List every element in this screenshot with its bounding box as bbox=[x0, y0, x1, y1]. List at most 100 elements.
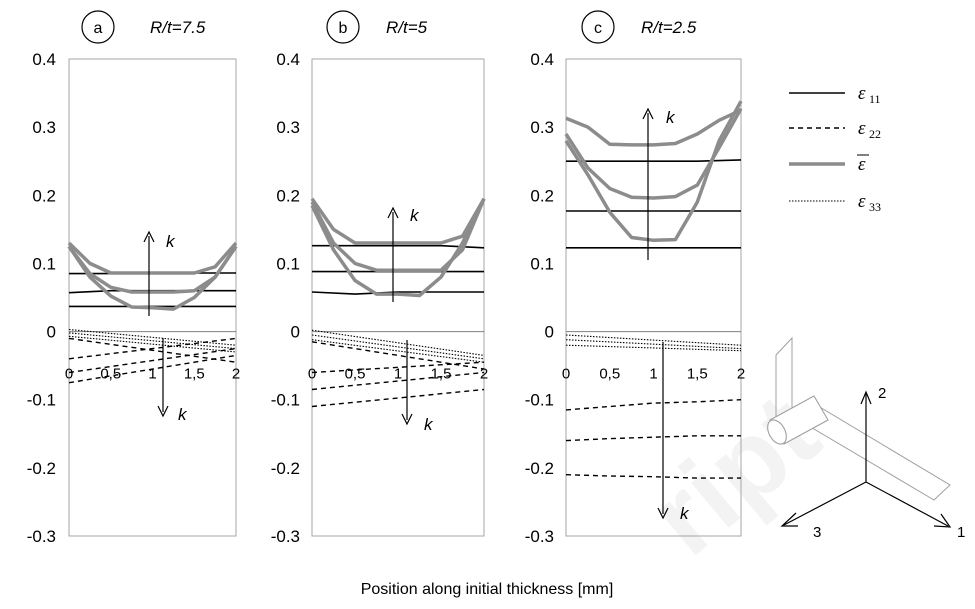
x-axis-label: Position along initial thickness [mm] bbox=[361, 581, 614, 598]
series-line-eps-bar bbox=[310, 197, 486, 245]
series-line-eps33 bbox=[68, 332, 237, 350]
x-tick-label: 0 bbox=[65, 366, 73, 383]
series-line-eps-bar bbox=[565, 108, 742, 147]
y-tick-label: -0.3 bbox=[271, 527, 300, 546]
panel-letter: b bbox=[339, 20, 348, 37]
axis-3-label: 3 bbox=[813, 524, 821, 541]
k-arrow-up-head bbox=[642, 107, 654, 120]
legend-label: ε bbox=[858, 154, 866, 175]
y-tick-label: 0.3 bbox=[530, 118, 554, 137]
legend-subscript: 22 bbox=[869, 127, 881, 141]
legend-subscript: 33 bbox=[869, 200, 881, 214]
series-line-eps33 bbox=[311, 334, 485, 360]
series-line-eps22 bbox=[68, 337, 237, 360]
k-label-down: k bbox=[178, 405, 188, 424]
x-tick-label: 1 bbox=[649, 366, 657, 383]
x-tick-label: 0 bbox=[562, 366, 570, 383]
axis-1-label: 1 bbox=[957, 524, 965, 541]
series-line-eps33 bbox=[565, 344, 742, 352]
y-tick-label: -0.1 bbox=[271, 391, 300, 410]
legend-label: ε bbox=[858, 118, 866, 139]
x-tick-label: 2 bbox=[480, 366, 488, 383]
legend-label: ε bbox=[858, 191, 866, 212]
panel-title: R/t=2.5 bbox=[641, 18, 697, 37]
plot-frame bbox=[311, 58, 485, 537]
panel-a: 0.4 0.3 0.2 0.1 0 -0.1 -0.2 -0.3 0 0,5 1 1,5 2 k k a R/t… bbox=[27, 10, 240, 546]
axis-3-line bbox=[783, 481, 867, 526]
series-line-eps-bar bbox=[564, 100, 743, 243]
x-tick-label: 0,5 bbox=[345, 366, 366, 383]
series-line-eps33 bbox=[311, 339, 485, 363]
series-line-eps-bar bbox=[67, 245, 238, 311]
y-tick-label: -0.3 bbox=[525, 527, 554, 546]
x-tick-label: 1,5 bbox=[687, 366, 708, 383]
k-label-up: k bbox=[666, 108, 676, 127]
y-tick-label: -0.1 bbox=[27, 391, 56, 410]
y-tick-label: 0.2 bbox=[32, 186, 56, 205]
k-label-down: k bbox=[424, 415, 434, 434]
panel-letter-circle bbox=[81, 10, 115, 44]
panel-c: 0.4 0.3 0.2 0.1 0 -0.1 -0.2 -0.3 0 0,5 1 1,5 2 k k c R/t… bbox=[525, 10, 745, 546]
axis-3-arrowhead bbox=[780, 512, 798, 527]
k-arrow-down-head bbox=[157, 405, 169, 418]
series-line-eps22 bbox=[565, 399, 742, 411]
x-tick-label: 2 bbox=[232, 366, 240, 383]
panel-b: 0.4 0.3 0.2 0.1 0 -0.1 -0.2 -0.3 0 0,5 1 1,5 2 k k b R/t… bbox=[271, 10, 488, 546]
legend-label: ε bbox=[858, 83, 866, 104]
chart-panels: 0.4 0.3 0.2 0.1 0 -0.1 -0.2 -0.3 0 0,5 1 1,5 2 k k a R/t… bbox=[27, 10, 745, 546]
series-line-eps22 bbox=[68, 354, 237, 384]
series-line-eps22 bbox=[311, 341, 485, 370]
y-tick-label: -0.2 bbox=[525, 459, 554, 478]
series-line-eps-bar bbox=[67, 241, 238, 275]
y-tick-label: 0 bbox=[545, 323, 554, 342]
k-label-up: k bbox=[410, 206, 420, 225]
panel-title: R/t=5 bbox=[386, 18, 428, 37]
plot-frame bbox=[68, 58, 237, 537]
series-line-eps-bar bbox=[310, 198, 486, 272]
x-tick-label: 0,5 bbox=[599, 366, 620, 383]
series-line-eps22 bbox=[565, 474, 741, 479]
y-tick-label: 0.1 bbox=[32, 254, 56, 273]
series-line-eps11 bbox=[566, 159, 742, 162]
k-arrow-up-head bbox=[387, 206, 399, 219]
series-line-eps22 bbox=[68, 337, 237, 363]
series-line-eps22 bbox=[311, 361, 485, 374]
k-label-up: k bbox=[166, 232, 176, 251]
y-tick-label: -0.2 bbox=[271, 459, 300, 478]
plot-frame bbox=[565, 58, 742, 537]
series-line-eps22 bbox=[565, 435, 741, 442]
x-tick-label: 2 bbox=[737, 366, 745, 383]
k-arrow-down-head bbox=[401, 413, 413, 426]
x-tick-label: 1,5 bbox=[431, 366, 452, 383]
axis-2-label: 2 bbox=[878, 385, 886, 402]
coordinate-axes-diagram: 1 2 3 bbox=[767, 336, 965, 541]
x-tick-label: 1 bbox=[148, 366, 156, 383]
panel-title: R/t=7.5 bbox=[150, 18, 206, 37]
legend-subscript: 11 bbox=[869, 92, 881, 106]
series-line-eps11 bbox=[311, 291, 484, 295]
series-line-eps22 bbox=[311, 388, 485, 408]
y-tick-label: 0.3 bbox=[276, 118, 300, 137]
x-tick-label: 1 bbox=[394, 366, 402, 383]
y-tick-label: 0.4 bbox=[276, 50, 300, 69]
panel-letter-circle bbox=[581, 10, 615, 44]
y-tick-label: 0.4 bbox=[32, 50, 56, 69]
y-tick-label: 0.2 bbox=[276, 186, 300, 205]
k-arrow-up-head bbox=[143, 230, 155, 243]
series-line-eps-bar bbox=[310, 197, 486, 298]
series-line-eps33 bbox=[68, 335, 237, 353]
axis-1-arrowhead bbox=[933, 513, 952, 528]
x-tick-label: 1,5 bbox=[184, 366, 205, 383]
series-line-eps11 bbox=[312, 244, 485, 249]
y-tick-label: 0 bbox=[47, 323, 56, 342]
axis-1-line bbox=[865, 481, 949, 527]
series-line-eps33 bbox=[565, 334, 742, 346]
series-line-eps33 bbox=[565, 339, 742, 350]
y-tick-label: 0 bbox=[291, 323, 300, 342]
k-arrow-down-head bbox=[657, 507, 669, 520]
panel-letter: a bbox=[94, 20, 103, 37]
series-line-eps22 bbox=[311, 371, 485, 391]
cylinder-end bbox=[767, 419, 787, 445]
